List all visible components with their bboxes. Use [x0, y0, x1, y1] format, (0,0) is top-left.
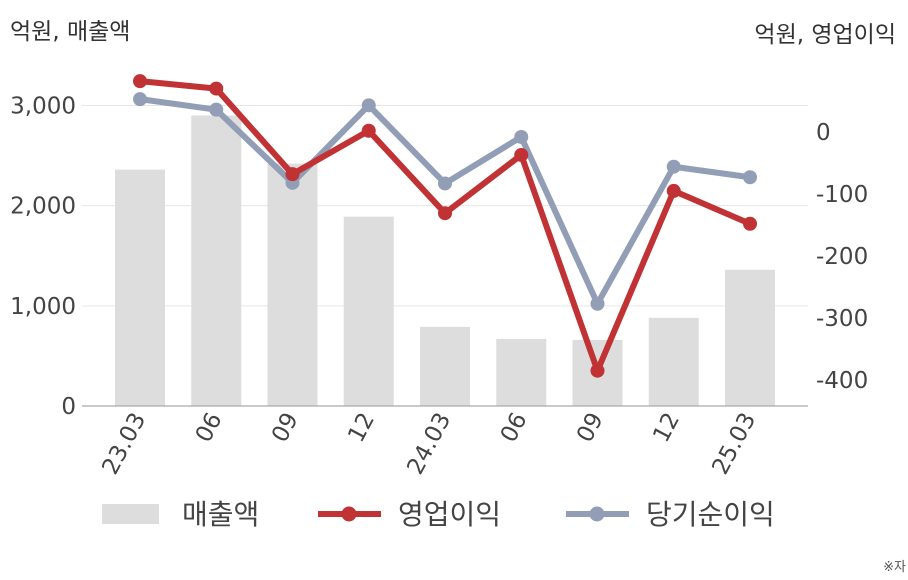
legend-label: 매출액 [182, 498, 259, 531]
series-point [743, 216, 757, 231]
bar-revenue [420, 326, 470, 406]
x-tick-label: 12 [648, 409, 685, 447]
legend-marker [341, 506, 357, 522]
gridlines [82, 105, 808, 307]
x-tick-label: 23.03 [97, 409, 151, 479]
right-tick-label: -100 [816, 182, 868, 208]
series-point [133, 74, 147, 89]
left-tick-label: 1,000 [10, 294, 76, 320]
series-point [285, 167, 300, 182]
legend-label: 영업이익 [398, 498, 501, 531]
bar-revenue [343, 216, 394, 406]
x-tick-label: 09 [572, 409, 609, 447]
legend-marker [589, 506, 605, 522]
x-tick-label: 12 [343, 409, 380, 447]
legend-label: 당기순이익 [646, 498, 775, 531]
bar-revenue [191, 115, 242, 407]
bar-series-revenue [115, 115, 775, 407]
legend-swatch [102, 504, 159, 524]
line-series [133, 74, 757, 378]
series-point [666, 183, 681, 198]
x-tick-label: 24.03 [402, 409, 456, 479]
right-tick-label: -300 [816, 306, 868, 332]
right-tick-label: -400 [816, 368, 868, 394]
series-point [438, 206, 452, 221]
series-point [438, 176, 452, 191]
series-point [209, 102, 224, 117]
right-axis-unit: 억원, 영업이익 [754, 22, 896, 48]
series-point [209, 81, 224, 96]
x-tick-label: 06 [496, 409, 533, 447]
x-tick-label: 09 [267, 409, 304, 447]
left-tick-label: 2,000 [10, 194, 76, 220]
left-axis-unit: 억원, 매출액 [10, 19, 131, 45]
right-tick-label: 0 [816, 120, 831, 146]
series-point [590, 363, 605, 378]
right-tick-label: -200 [816, 244, 868, 270]
x-tick-label: 06 [191, 409, 228, 447]
bar-revenue [115, 169, 165, 406]
footnote: ※자 [883, 560, 906, 575]
series-point [361, 98, 376, 113]
series-point [590, 296, 605, 311]
series-point [666, 159, 681, 174]
series-point [361, 123, 376, 138]
bar-revenue [725, 269, 775, 406]
series-point [133, 92, 147, 107]
legend: 매출액 영업이익 당기순이익 [102, 498, 775, 531]
series-point [514, 129, 529, 144]
bar-revenue [496, 338, 547, 406]
left-tick-label: 3,000 [10, 94, 76, 120]
left-tick-label: 0 [61, 394, 76, 420]
x-tick-label: 25.03 [707, 409, 761, 479]
series-point [514, 147, 529, 162]
series-point [743, 170, 757, 185]
bar-revenue [267, 163, 318, 406]
bar-revenue [648, 317, 699, 406]
